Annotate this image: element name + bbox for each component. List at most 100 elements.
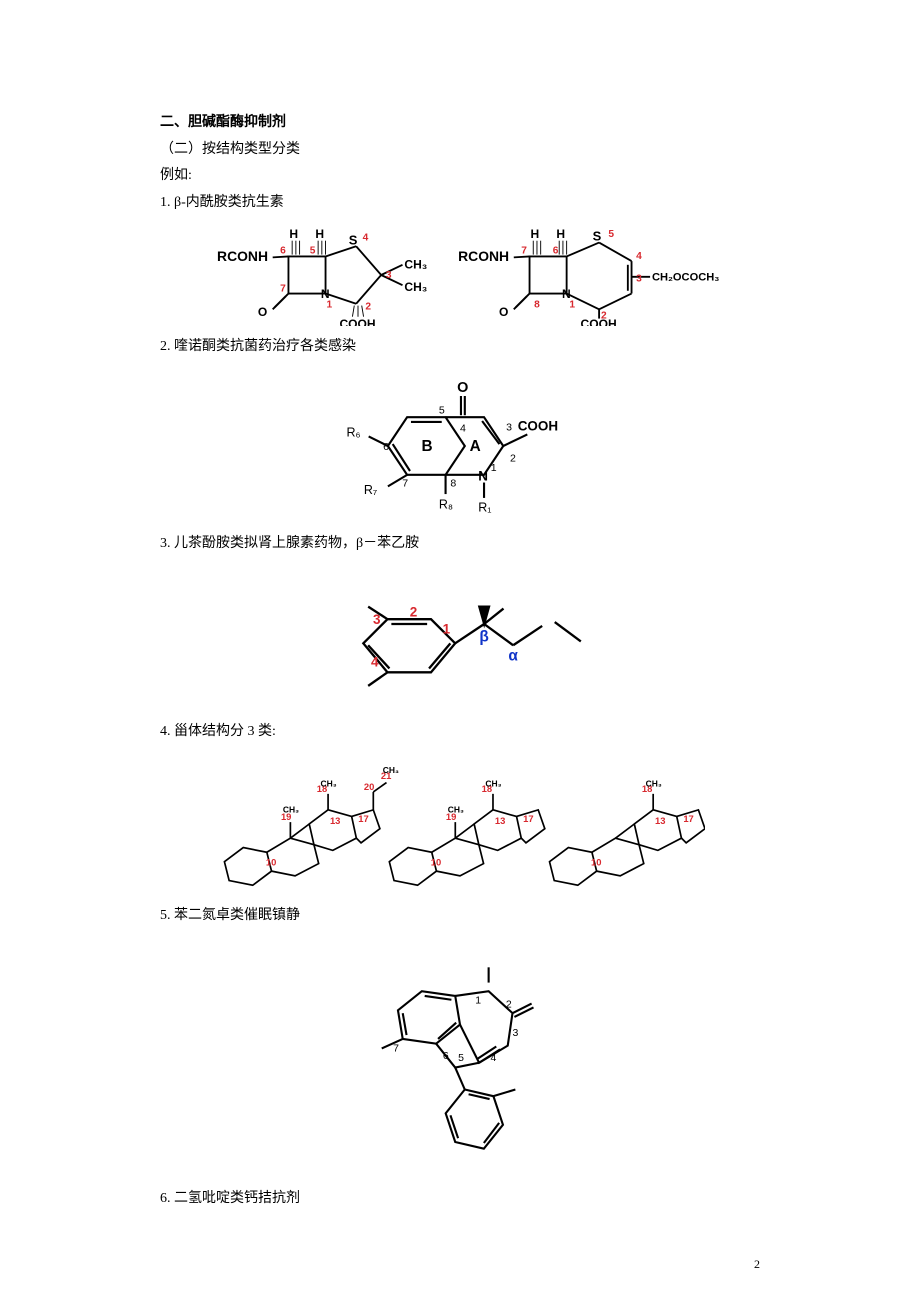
svg-text:O: O bbox=[457, 380, 468, 396]
svg-text:2: 2 bbox=[506, 998, 512, 1010]
svg-text:6: 6 bbox=[443, 1050, 449, 1062]
svg-text:S: S bbox=[349, 233, 358, 248]
svg-text:6: 6 bbox=[280, 246, 286, 257]
svg-text:CH₃: CH₃ bbox=[448, 805, 464, 815]
figure-steroids: 1918 2021 101317 CH₃CH₃CH₃ 1918 101317 C… bbox=[160, 753, 760, 895]
svg-text:13: 13 bbox=[330, 815, 340, 826]
document-page: 二、胆碱酯酶抑制剂 （二）按结构类型分类 例如: 1. β-内酰胺类抗生素 N … bbox=[0, 0, 920, 1302]
figure-catecholamine: HO HO H OH N H CH₃ 1 2 3 4 bbox=[160, 566, 760, 711]
svg-text:α: α bbox=[508, 647, 518, 664]
svg-text:5: 5 bbox=[608, 229, 614, 240]
svg-text:1: 1 bbox=[326, 300, 332, 311]
svg-text:8: 8 bbox=[534, 300, 540, 311]
svg-text:10: 10 bbox=[266, 857, 276, 868]
svg-text:R₁: R₁ bbox=[482, 952, 495, 966]
svg-text:17: 17 bbox=[358, 813, 368, 824]
page-number: 2 bbox=[754, 1257, 760, 1272]
svg-text:2: 2 bbox=[365, 302, 371, 313]
svg-text:A: A bbox=[470, 438, 481, 455]
svg-text:2: 2 bbox=[601, 311, 607, 322]
svg-text:CH₃: CH₃ bbox=[646, 778, 662, 788]
svg-text:O: O bbox=[499, 305, 508, 319]
figure-quinolone: O COOH N R₁ R₆ R₇ R₈ B A 1 2 3 4 5 6 7 bbox=[160, 369, 760, 523]
svg-text:2: 2 bbox=[410, 604, 418, 619]
svg-text:HO: HO bbox=[332, 679, 357, 697]
svg-text:H: H bbox=[556, 227, 565, 241]
svg-text:COOH: COOH bbox=[581, 317, 617, 326]
svg-text:RCONH: RCONH bbox=[458, 248, 509, 264]
item-beta-lactam: 1. β-内酰胺类抗生素 bbox=[160, 190, 760, 217]
svg-text:RCONH: RCONH bbox=[217, 248, 268, 264]
svg-text:CH₃: CH₃ bbox=[404, 280, 427, 294]
svg-text:S: S bbox=[593, 229, 602, 244]
svg-text:1: 1 bbox=[569, 300, 575, 311]
svg-text:5: 5 bbox=[439, 404, 445, 416]
svg-text:CH₃: CH₃ bbox=[321, 778, 337, 788]
svg-text:H: H bbox=[475, 590, 485, 605]
svg-text:7: 7 bbox=[521, 246, 527, 257]
svg-text:6: 6 bbox=[383, 441, 389, 453]
svg-text:COOH: COOH bbox=[339, 317, 375, 326]
svg-text:4: 4 bbox=[636, 252, 642, 263]
svg-text:4: 4 bbox=[363, 233, 369, 244]
svg-text:3: 3 bbox=[506, 422, 512, 434]
svg-text:R₁: R₁ bbox=[478, 500, 491, 514]
svg-text:CH₃: CH₃ bbox=[383, 765, 399, 775]
item-dihydropyridine: 6. 二氢吡啶类钙拮抗剂 bbox=[160, 1186, 760, 1213]
svg-text:CH₃: CH₃ bbox=[283, 805, 299, 815]
svg-text:4: 4 bbox=[491, 1052, 497, 1064]
svg-text:2: 2 bbox=[510, 452, 516, 464]
item-steroid: 4. 甾体结构分 3 类: bbox=[160, 719, 760, 746]
svg-text:17: 17 bbox=[683, 813, 693, 824]
svg-text:3: 3 bbox=[373, 612, 381, 627]
svg-text:1: 1 bbox=[443, 621, 451, 636]
svg-text:HO: HO bbox=[332, 594, 357, 612]
svg-text:R₈: R₈ bbox=[439, 497, 453, 511]
svg-text:7: 7 bbox=[393, 1042, 399, 1054]
svg-text:H: H bbox=[539, 597, 548, 611]
svg-text:17: 17 bbox=[523, 813, 533, 824]
svg-text:4: 4 bbox=[371, 654, 379, 669]
svg-text:O: O bbox=[534, 991, 544, 1006]
svg-text:10: 10 bbox=[591, 857, 601, 868]
svg-text:6: 6 bbox=[553, 246, 559, 257]
svg-text:R₂: R₂ bbox=[517, 1080, 531, 1094]
item-catecholamine: 3. 儿茶酚胺类拟肾上腺素药物，β－苯乙胺 bbox=[160, 531, 760, 558]
svg-text:R₆: R₆ bbox=[347, 425, 361, 439]
section-heading: 二、胆碱酯酶抑制剂 bbox=[160, 110, 760, 137]
svg-text:B: B bbox=[422, 438, 433, 455]
figure-beta-lactam: N O RCONH H H S CH₃ CH₃ bbox=[160, 224, 760, 326]
svg-text:3: 3 bbox=[386, 270, 392, 281]
svg-text:β: β bbox=[479, 628, 488, 645]
svg-text:N: N bbox=[478, 469, 488, 484]
svg-text:1: 1 bbox=[491, 462, 497, 474]
svg-text:OH: OH bbox=[499, 592, 521, 608]
svg-text:8: 8 bbox=[450, 477, 456, 489]
svg-text:CH₂OCOCH₃: CH₂OCOCH₃ bbox=[652, 272, 719, 284]
svg-text:4: 4 bbox=[460, 423, 466, 435]
svg-text:R₇: R₇ bbox=[364, 483, 377, 497]
svg-text:R₃: R₃ bbox=[360, 1042, 374, 1056]
svg-text:20: 20 bbox=[364, 781, 374, 792]
svg-text:H: H bbox=[530, 227, 539, 241]
svg-text:O: O bbox=[258, 305, 267, 319]
svg-text:13: 13 bbox=[655, 815, 665, 826]
item-quinolone: 2. 喹诺酮类抗菌药治疗各类感染 bbox=[160, 334, 760, 361]
svg-text:CH₃: CH₃ bbox=[404, 258, 427, 272]
svg-text:10: 10 bbox=[431, 857, 441, 868]
svg-text:13: 13 bbox=[495, 815, 505, 826]
svg-text:H: H bbox=[315, 227, 324, 241]
item-benzodiazepine: 5. 苯二氮卓类催眠镇静 bbox=[160, 903, 760, 930]
svg-text:5: 5 bbox=[310, 246, 316, 257]
svg-text:CH₃: CH₃ bbox=[584, 635, 611, 651]
svg-text:7: 7 bbox=[402, 477, 408, 489]
svg-text:N: N bbox=[539, 609, 550, 626]
svg-text:1: 1 bbox=[475, 994, 481, 1006]
svg-text:7: 7 bbox=[280, 284, 286, 295]
figure-benzodiazepine: N R₁ O N R₂ R₃ bbox=[160, 938, 760, 1178]
svg-text:COOH: COOH bbox=[518, 419, 558, 434]
svg-text:CH₃: CH₃ bbox=[485, 778, 501, 788]
svg-text:H: H bbox=[289, 227, 298, 241]
example-label: 例如: bbox=[160, 163, 760, 190]
svg-text:3: 3 bbox=[513, 1027, 519, 1039]
